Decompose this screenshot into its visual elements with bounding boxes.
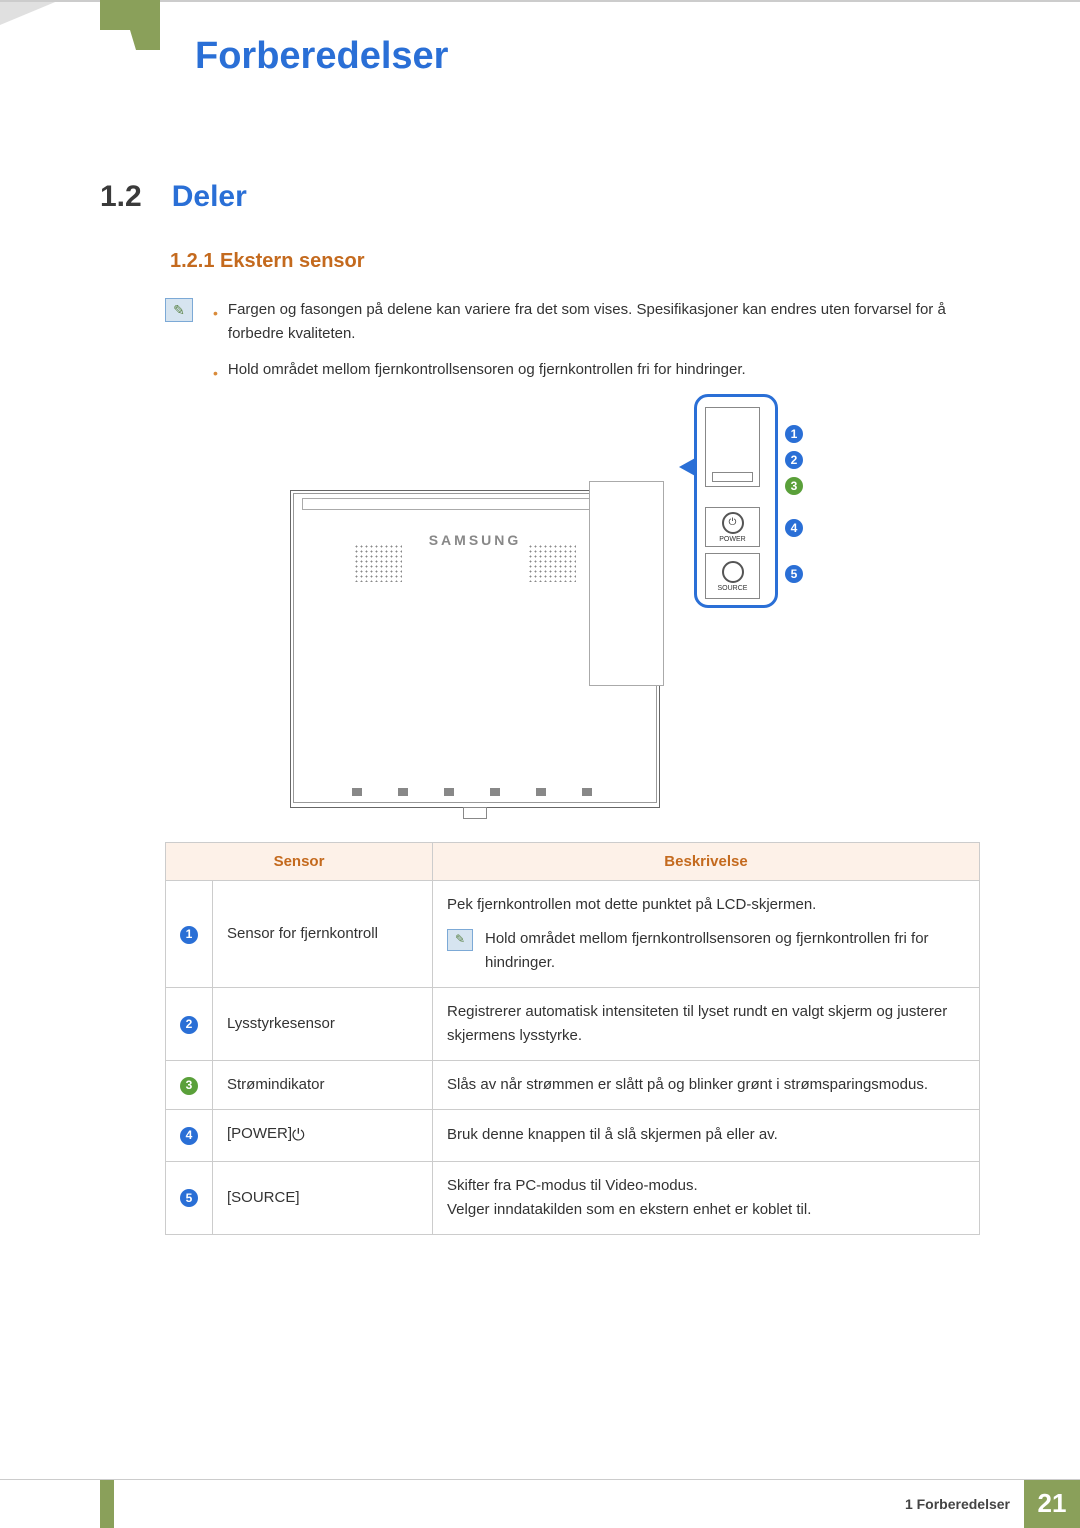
note-block: ✎ • Fargen og fasongen på delene kan var… xyxy=(165,298,980,396)
table-row: 4 [POWER]⏻ Bruk denne knappen til å slå … xyxy=(166,1110,980,1162)
row-badge-1: 1 xyxy=(180,926,198,944)
row-badge-5: 5 xyxy=(180,1189,198,1207)
callout-pointer-icon xyxy=(679,457,697,477)
sensor-slot xyxy=(712,472,753,482)
corner-decoration xyxy=(0,0,60,25)
callout-badge-3: 3 xyxy=(785,477,803,495)
desc-note: Hold området mellom fjernkontrollsensore… xyxy=(485,927,965,975)
callout-badge-4: 4 xyxy=(785,519,803,537)
note-text: Fargen og fasongen på delene kan variere… xyxy=(228,298,980,346)
cell-sensor: Sensor for fjernkontroll xyxy=(213,881,433,988)
callout-badge-5: 5 xyxy=(785,565,803,583)
table-row: 3 Strømindikator Slås av når strømmen er… xyxy=(166,1061,980,1110)
cell-desc: Slås av når strømmen er slått på og blin… xyxy=(433,1061,980,1110)
cell-sensor: Lysstyrkesensor xyxy=(213,988,433,1061)
note-item: • Fargen og fasongen på delene kan varie… xyxy=(213,298,980,346)
chapter-tab-stub xyxy=(100,0,115,22)
note-list: • Fargen og fasongen på delene kan varie… xyxy=(213,298,980,396)
note-icon: ✎ xyxy=(447,929,473,951)
device-front-view: SAMSUNG xyxy=(290,490,660,808)
row-badge-2: 2 xyxy=(180,1016,198,1034)
power-icon: ⏻ xyxy=(722,512,744,534)
cell-desc: Skifter fra PC-modus til Video-modus. Ve… xyxy=(433,1161,980,1234)
speaker-grille-right xyxy=(528,544,576,582)
footer-chapter-ref: 1 Forberedelser xyxy=(905,1496,1010,1512)
cell-sensor: [SOURCE] xyxy=(213,1161,433,1234)
brand-logo: SAMSUNG xyxy=(429,532,522,548)
row-badge-4: 4 xyxy=(180,1127,198,1145)
source-button: SOURCE xyxy=(705,553,760,599)
section-title: Deler xyxy=(172,180,247,214)
subsection-number: 1.2.1 xyxy=(170,250,214,272)
section-number: 1.2 xyxy=(100,180,142,214)
sensor-diagram: SAMSUNG ⏻ POWER SOURCE 1 2 3 4 5 xyxy=(290,400,770,810)
table-header-sensor: Sensor xyxy=(166,843,433,881)
note-icon: ✎ xyxy=(165,298,193,322)
table-header-row: Sensor Beskrivelse xyxy=(166,843,980,881)
callout-badge-2: 2 xyxy=(785,451,803,469)
cell-sensor-text: [POWER] xyxy=(227,1125,292,1142)
device-bottom-slots xyxy=(334,788,616,796)
table-row: 2 Lysstyrkesensor Registrerer automatisk… xyxy=(166,988,980,1061)
power-label: POWER xyxy=(719,536,745,543)
table-row: 5 [SOURCE] Skifter fra PC-modus til Vide… xyxy=(166,1161,980,1234)
bullet-icon: • xyxy=(213,302,218,346)
cell-desc: Bruk denne knappen til å slå skjermen på… xyxy=(433,1110,980,1162)
power-icon: ⏻ xyxy=(292,1127,305,1144)
footer-accent xyxy=(100,1480,114,1528)
power-button: ⏻ POWER xyxy=(705,507,760,547)
cell-sensor: [POWER]⏻ xyxy=(213,1110,433,1162)
chapter-title: Forberedelser xyxy=(195,35,448,78)
top-divider xyxy=(0,0,1080,2)
sensor-table: Sensor Beskrivelse 1 Sensor for fjernkon… xyxy=(165,842,980,1235)
device-stand xyxy=(463,807,487,819)
table-header-desc: Beskrivelse xyxy=(433,843,980,881)
page-footer: 1 Forberedelser 21 xyxy=(0,1479,1080,1527)
row-badge-3: 3 xyxy=(180,1077,198,1095)
subsection-title: Ekstern sensor xyxy=(220,250,365,272)
desc-main: Pek fjernkontrollen mot dette punktet på… xyxy=(447,893,965,917)
speaker-grille-left xyxy=(354,544,402,582)
sensor-module-outline xyxy=(589,481,664,686)
source-icon xyxy=(722,561,744,583)
source-label: SOURCE xyxy=(718,585,748,592)
sensor-group-top xyxy=(705,407,760,487)
cell-desc: Pek fjernkontrollen mot dette punktet på… xyxy=(433,881,980,988)
cell-desc: Registrerer automatisk intensiteten til … xyxy=(433,988,980,1061)
note-text: Hold området mellom fjernkontrollsensore… xyxy=(228,358,746,384)
cell-sensor: Strømindikator xyxy=(213,1061,433,1110)
callout-badge-1: 1 xyxy=(785,425,803,443)
table-row: 1 Sensor for fjernkontroll Pek fjernkont… xyxy=(166,881,980,988)
section-heading: 1.2 Deler xyxy=(100,180,247,214)
subsection-heading: 1.2.1 Ekstern sensor xyxy=(170,250,365,273)
note-item: • Hold området mellom fjernkontrollsenso… xyxy=(213,358,980,384)
page-number: 21 xyxy=(1024,1480,1080,1528)
bullet-icon: • xyxy=(213,362,218,384)
sensor-callout: ⏻ POWER SOURCE 1 2 3 4 5 xyxy=(694,394,778,608)
